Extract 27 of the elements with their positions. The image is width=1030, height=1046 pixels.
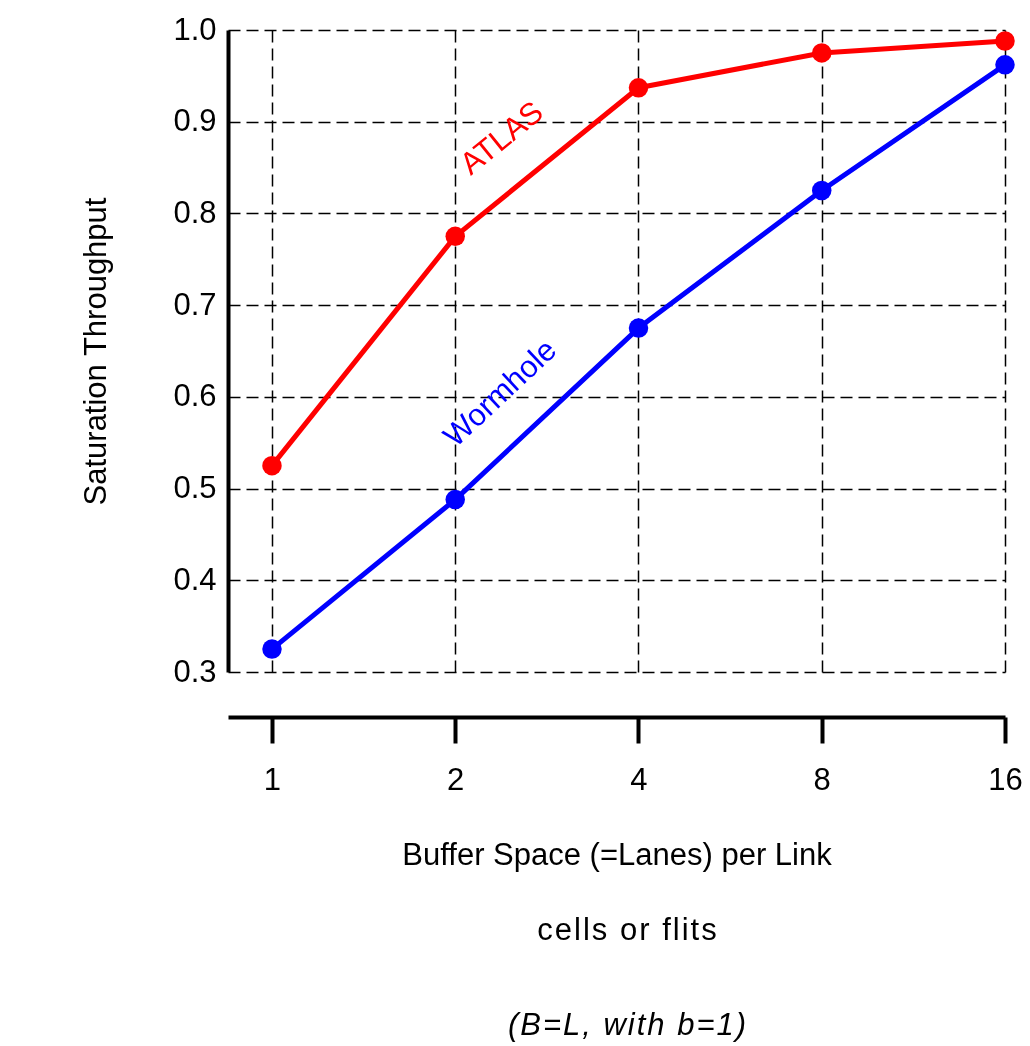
x-tick-label: 2 [447, 761, 465, 797]
point [995, 55, 1015, 75]
point [628, 318, 649, 338]
y-tick-label: 0.6 [173, 378, 217, 414]
y-tick-label: 1.0 [173, 11, 217, 47]
y-axis-title: Saturation Throughput [78, 197, 114, 506]
point [445, 226, 465, 247]
y-tick-label: 0.3 [173, 653, 217, 689]
x-tick-label: 1 [263, 761, 282, 797]
y-tick-label: 0.9 [173, 103, 217, 139]
point [262, 639, 282, 659]
point [812, 43, 832, 63]
point [995, 31, 1015, 51]
text: cells or flits [536, 912, 720, 948]
point [445, 489, 465, 510]
point [628, 78, 649, 98]
y-tick-label: 0.5 [173, 470, 217, 506]
y-tick-label: 0.4 [173, 561, 217, 597]
point [262, 455, 282, 476]
x-tick-label: 4 [630, 761, 648, 797]
y-tick-label: 0.8 [173, 194, 217, 230]
text: (B=L, with b=1) [506, 1007, 750, 1043]
y-tick-label: 0.7 [173, 286, 217, 322]
x-tick-label: 8 [813, 761, 831, 797]
x-tick-label: 16 [988, 761, 1023, 797]
x-axis-title: Buffer Space (=Lanes) per Link [402, 836, 833, 872]
point [812, 180, 832, 201]
